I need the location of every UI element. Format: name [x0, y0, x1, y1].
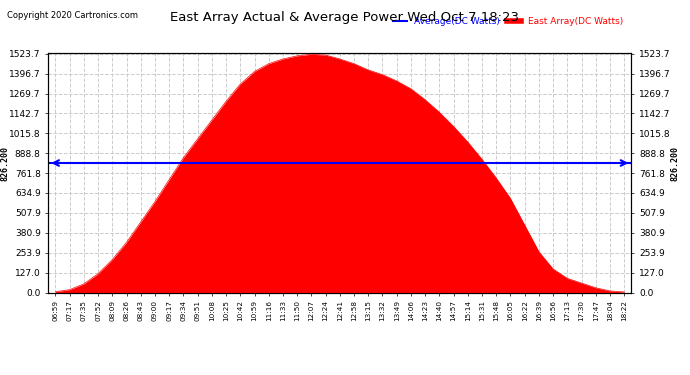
Text: 826.200: 826.200	[0, 146, 9, 180]
Text: East Array Actual & Average Power Wed Oct 7 18:23: East Array Actual & Average Power Wed Oc…	[170, 11, 520, 24]
Text: Copyright 2020 Cartronics.com: Copyright 2020 Cartronics.com	[7, 11, 138, 20]
Legend: Average(DC Watts), East Array(DC Watts): Average(DC Watts), East Array(DC Watts)	[390, 14, 627, 30]
Text: 826.200: 826.200	[671, 146, 680, 180]
